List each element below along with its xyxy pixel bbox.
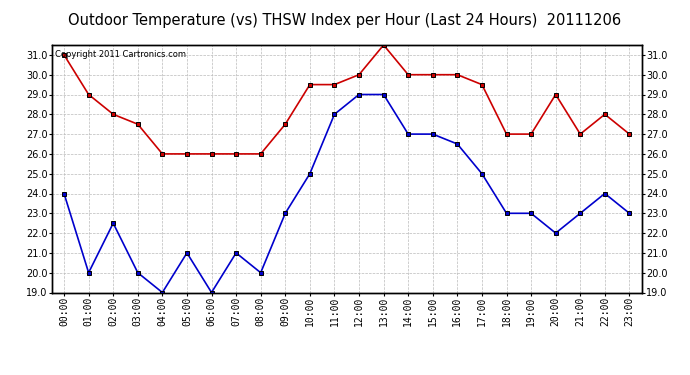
Text: Copyright 2011 Cartronics.com: Copyright 2011 Cartronics.com [55, 50, 186, 59]
Text: Outdoor Temperature (vs) THSW Index per Hour (Last 24 Hours)  20111206: Outdoor Temperature (vs) THSW Index per … [68, 13, 622, 28]
